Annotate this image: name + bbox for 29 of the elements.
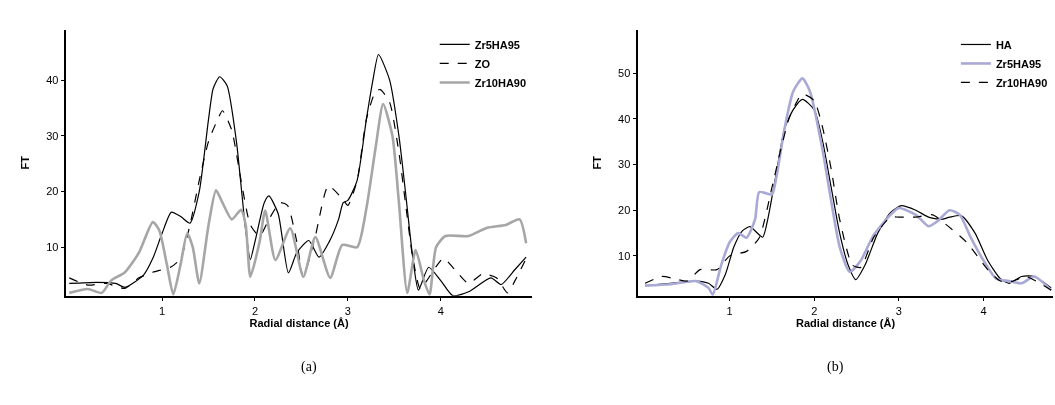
legend-label: Zr10HA90 xyxy=(474,76,527,89)
y-tick-label: 30 xyxy=(46,129,59,142)
legend-label: Zr5HA95 xyxy=(995,57,1042,70)
x-tick-label: 4 xyxy=(980,304,987,317)
x-tick-label: 4 xyxy=(437,304,444,317)
text: (b) xyxy=(827,359,844,375)
y-tick-label: 10 xyxy=(46,241,59,254)
text: (a) xyxy=(301,359,317,375)
legend-label: Zr5HA95 xyxy=(474,38,520,51)
x-axis-title: Radial distance (Å) xyxy=(249,317,349,330)
y-axis-title: FT xyxy=(591,155,604,170)
x-tick-label: 3 xyxy=(344,304,351,317)
y-axis-title: FT xyxy=(19,155,32,170)
y-tick-label: 30 xyxy=(618,158,631,171)
y-tick-label: 40 xyxy=(618,112,631,125)
y-tick-label: 20 xyxy=(46,185,59,198)
legend-label: ZO xyxy=(474,57,491,70)
y-tick-label: 50 xyxy=(618,67,631,80)
x-tick-label: 3 xyxy=(895,304,902,317)
legend-label: Zr10HA90 xyxy=(995,76,1048,89)
x-tick-label: 2 xyxy=(811,304,818,317)
x-tick-label: 1 xyxy=(159,304,166,317)
y-tick-label: 20 xyxy=(618,204,631,217)
y-tick-label: 40 xyxy=(46,73,59,86)
x-tick-label: 1 xyxy=(726,304,733,317)
x-tick-label: 2 xyxy=(251,304,259,317)
x-axis-title: Radial distance (Å) xyxy=(796,317,896,330)
legend-label: HA xyxy=(995,38,1012,51)
y-tick-label: 10 xyxy=(618,249,631,262)
